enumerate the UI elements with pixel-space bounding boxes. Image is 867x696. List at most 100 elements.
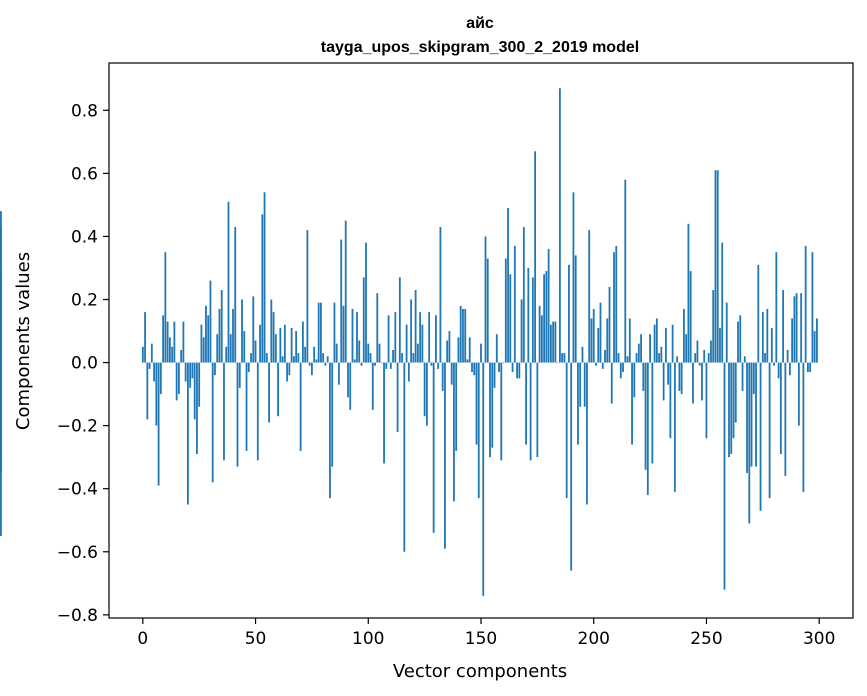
bar: [259, 324, 261, 363]
bar: [468, 337, 471, 363]
bar: [435, 315, 437, 363]
bar: [761, 312, 764, 363]
bar: [689, 271, 692, 363]
bar: [482, 362, 485, 596]
bar: [816, 318, 818, 363]
bar: [770, 327, 773, 363]
y-tick-label: 0.2: [71, 291, 98, 311]
bar: [486, 258, 489, 363]
bar: [671, 324, 674, 363]
bar: [297, 353, 300, 363]
bar: [432, 362, 435, 533]
bar: [207, 315, 210, 363]
bar: [335, 343, 338, 363]
bar: [574, 255, 577, 363]
bar: [457, 337, 460, 363]
bar: [599, 302, 602, 363]
bar: [473, 362, 476, 376]
bar: [265, 353, 268, 363]
y-axis: −0.8 −0.6 −0.4 −0.2 0.0 0.2 0.4 0.6 0.8: [57, 101, 109, 626]
bar: [358, 340, 361, 363]
bar: [0, 356, 2, 363]
bar: [290, 327, 293, 363]
bar: [692, 362, 694, 404]
bar: [416, 343, 419, 363]
bar: [247, 362, 250, 373]
bar: [279, 327, 282, 363]
bar: [344, 220, 347, 363]
bar: [419, 312, 422, 363]
bar: [250, 353, 252, 363]
bar: [189, 362, 192, 388]
y-tick-label: 0.4: [71, 227, 98, 247]
bar: [401, 353, 403, 363]
bar: [387, 315, 390, 363]
bar: [683, 308, 685, 363]
bar: [378, 343, 381, 363]
bar: [797, 362, 800, 426]
bar: [234, 226, 237, 363]
bar: [268, 362, 270, 423]
bar: [480, 343, 482, 363]
bar: [673, 362, 676, 492]
bar: [748, 362, 751, 524]
bar: [710, 340, 712, 363]
bar: [146, 362, 149, 420]
bar: [698, 362, 701, 366]
bar: [513, 245, 516, 363]
bar: [173, 321, 176, 363]
bar: [687, 223, 690, 363]
bar: [644, 362, 647, 470]
bar: [407, 362, 410, 382]
bar: [507, 208, 509, 363]
bar: [412, 353, 415, 363]
bar: [563, 353, 566, 363]
bar: [428, 312, 431, 363]
bar: [225, 346, 228, 363]
bar: [295, 331, 298, 363]
bar: [155, 362, 158, 426]
bar: [331, 362, 334, 467]
bar: [633, 362, 636, 398]
bar: [153, 362, 155, 382]
bar: [371, 362, 374, 410]
x-tick-label: 300: [803, 629, 835, 649]
bar: [525, 362, 527, 445]
bar: [464, 308, 467, 363]
bar: [493, 362, 496, 388]
y-tick-label: −0.6: [57, 543, 98, 563]
bar: [150, 343, 153, 363]
bar: [606, 318, 609, 363]
bar: [389, 362, 392, 369]
x-tick-label: 50: [245, 629, 267, 649]
bar: [414, 290, 417, 363]
bar: [214, 362, 216, 376]
bar: [511, 362, 514, 373]
bar: [232, 308, 234, 363]
bar: [141, 346, 144, 363]
bar: [750, 362, 753, 467]
bar: [500, 362, 503, 461]
bar: [527, 267, 530, 363]
bar: [705, 362, 708, 439]
bar: [696, 340, 699, 363]
bar: [529, 362, 532, 461]
bar: [608, 286, 611, 363]
bar: [572, 192, 575, 363]
y-axis-label: Components values: [13, 252, 34, 430]
bar: [811, 252, 814, 363]
bar: [565, 362, 568, 499]
bar: [773, 362, 775, 366]
bar: [367, 343, 370, 363]
bar: [491, 362, 494, 448]
bar: [559, 88, 561, 363]
bar: [757, 264, 760, 363]
bar: [725, 302, 728, 363]
bar: [597, 327, 600, 363]
bar: [795, 293, 798, 363]
bar: [536, 362, 539, 458]
bar: [238, 362, 241, 388]
bar: [619, 362, 622, 379]
bar: [477, 362, 480, 499]
bar: [554, 321, 557, 363]
